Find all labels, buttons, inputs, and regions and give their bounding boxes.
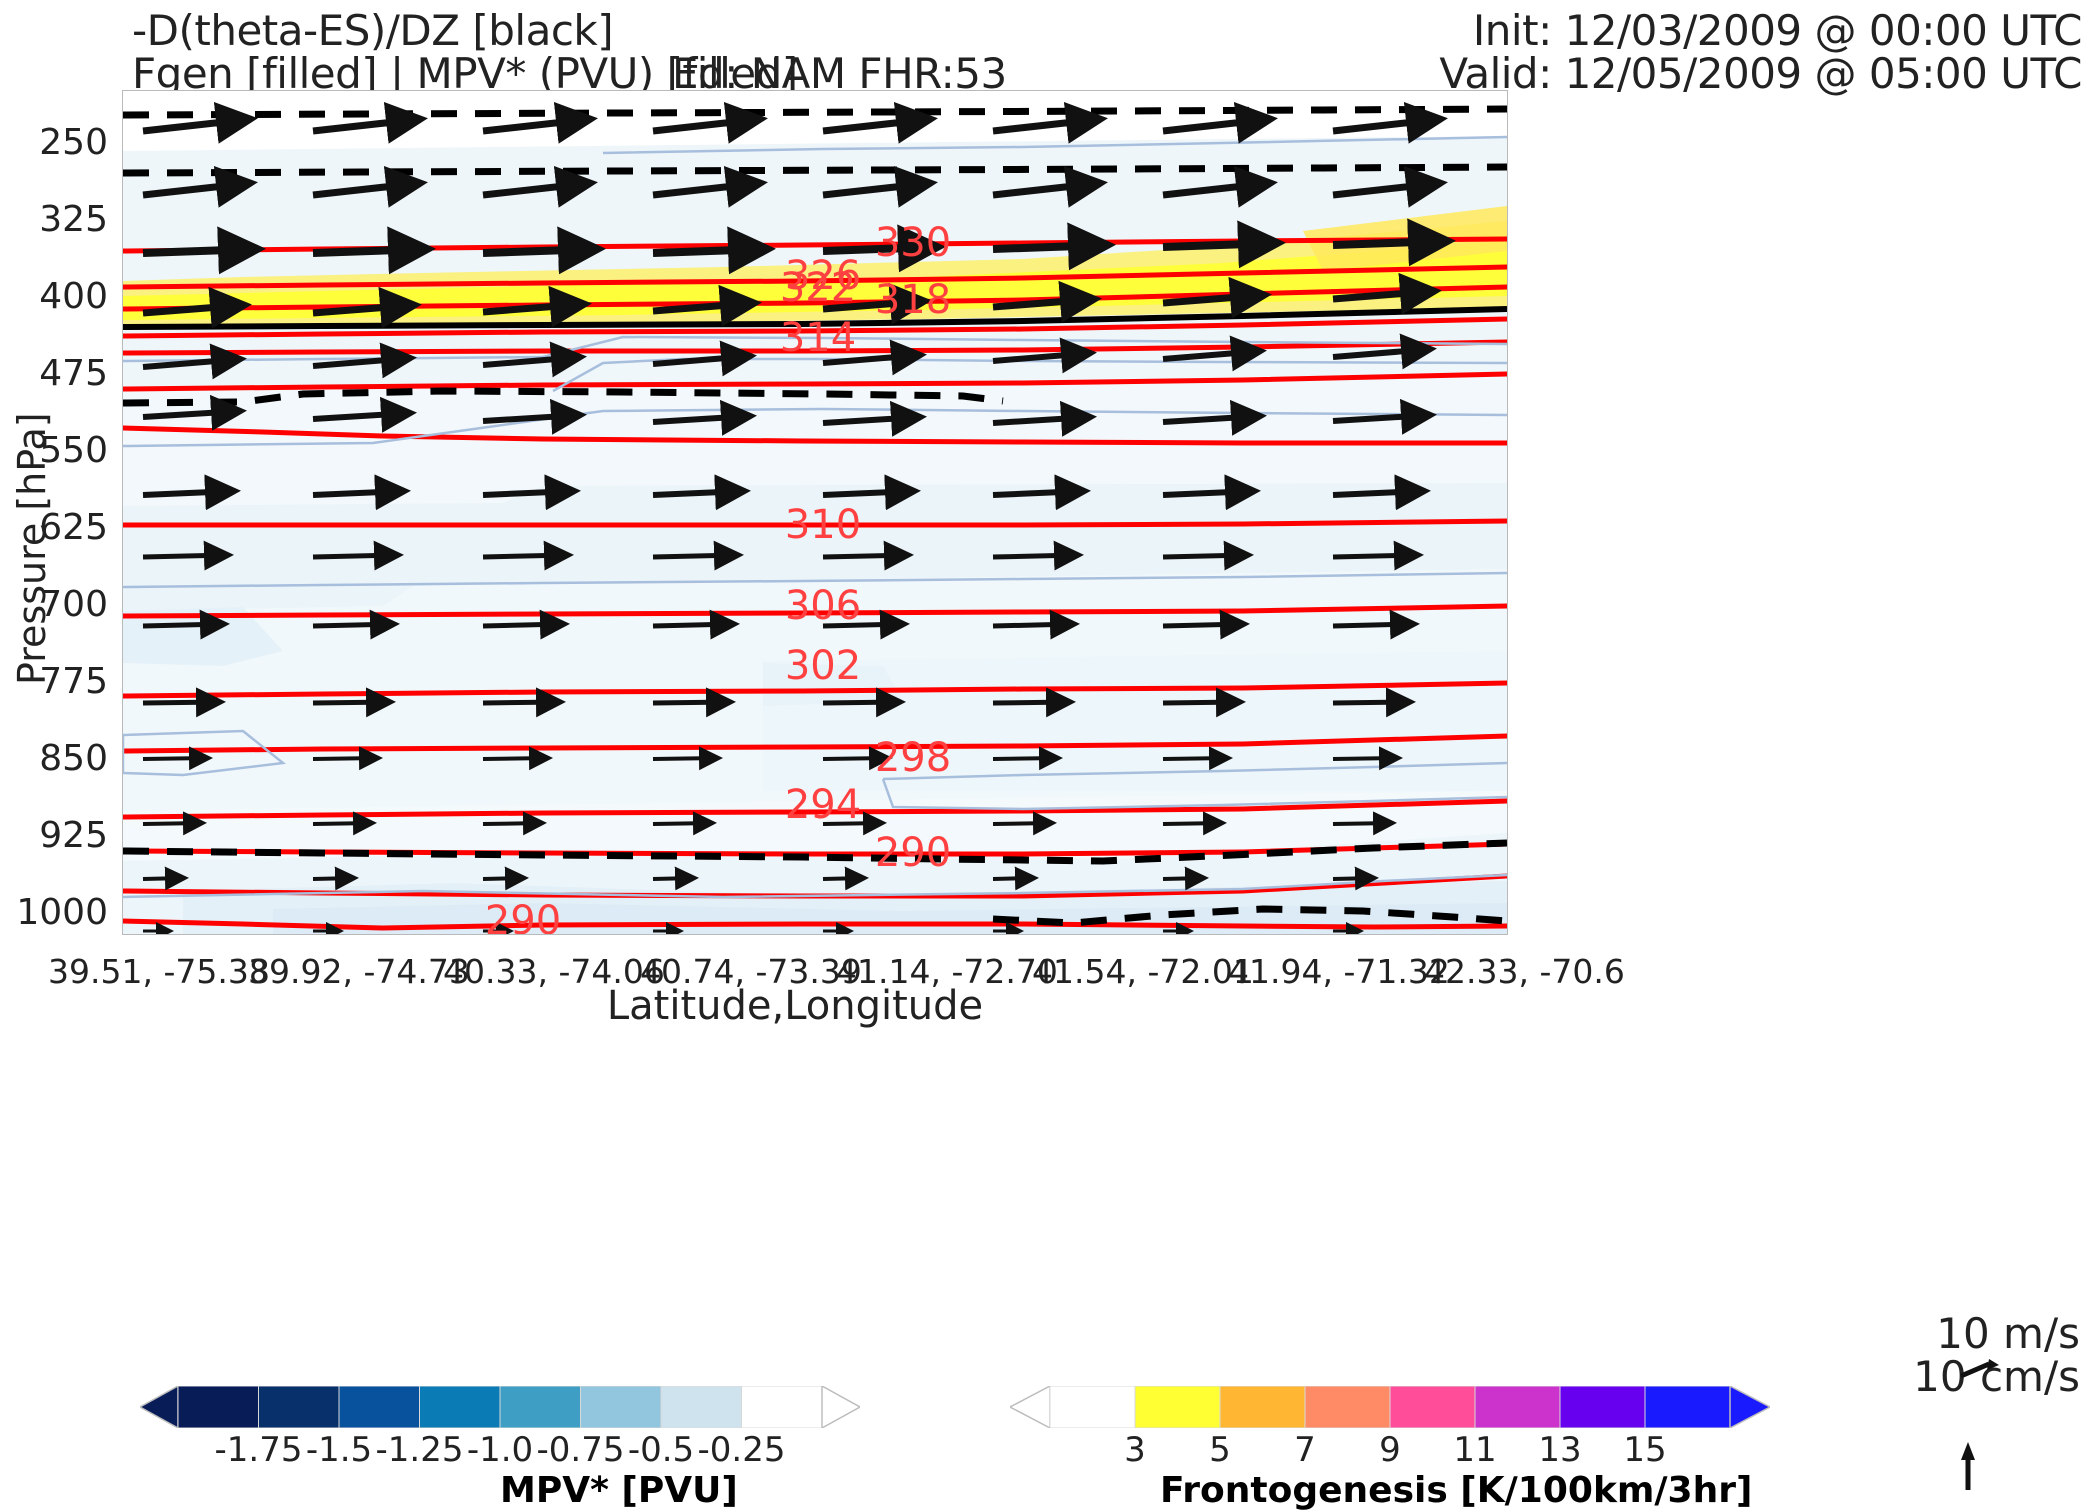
contour-label-330: 330 (875, 220, 951, 266)
xtick-5: 41.54, -72.01 (1032, 952, 1254, 991)
ytick-250: 250 (39, 122, 108, 163)
ytick-1000: 1000 (16, 892, 108, 933)
mpv-colorbar-tick-5: -0.5 (627, 1430, 695, 1470)
xtick-0: 39.51, -75.38 (48, 952, 270, 991)
mpv-colorbar-title: MPV* [PVU] (500, 1470, 738, 1511)
fgen-colorbar-tick-5: 13 (1538, 1430, 1582, 1470)
fgen-colorbar-swatch-6 (1559, 1386, 1646, 1428)
mpv-colorbar-tick-1: -1.5 (305, 1430, 373, 1470)
ytick-700: 700 (39, 584, 108, 625)
xtick-3: 40.74, -73.39 (640, 952, 862, 991)
mpv-colorbar-swatch-3 (419, 1386, 501, 1428)
ytick-400: 400 (39, 276, 108, 317)
mpv-colorbar-tick-4: -0.75 (536, 1430, 625, 1470)
x-axis-label: Latitude,Longitude (606, 983, 984, 1029)
fgen-colorbar-tick-6: 15 (1623, 1430, 1667, 1470)
title-line2-left: Fgen [filled] | MPV* (PVU) [filled] (132, 49, 798, 98)
xtick-1: 39.92, -74.73 (248, 952, 470, 991)
contour-label-306: 306 (785, 583, 861, 629)
fgen-colorbar-tick-3: 9 (1379, 1430, 1401, 1470)
title-line1-left: -D(theta-ES)/DZ [black] (132, 6, 614, 55)
title-init-time: Init: 12/03/2009 @ 00:00 UTC (1472, 6, 2083, 55)
mpv-colorbar-swatch-2 (338, 1386, 420, 1428)
contour-label-322: 322 (780, 265, 856, 311)
fgen-colorbar-tick-4: 11 (1453, 1430, 1497, 1470)
contour-label-314: 314 (780, 315, 856, 361)
ytick-475: 475 (39, 353, 108, 394)
contour-label-298: 298 (875, 735, 951, 781)
fgen-colorbar-swatch-5 (1474, 1386, 1561, 1428)
mpv-colorbar-swatch-4 (499, 1386, 581, 1428)
wind-key-vertical: 10 cm/s (1913, 1352, 2080, 1401)
fgen-colorbar-swatch-4 (1389, 1386, 1476, 1428)
fgen-colorbar-swatch-2 (1219, 1386, 1306, 1428)
contour-label-318: 318 (875, 277, 951, 323)
xtick-6: 41.94, -71.32 (1228, 952, 1450, 991)
mpv-colorbar-tick-0: -1.75 (214, 1430, 303, 1470)
contour-label-290a: 290 (875, 830, 951, 876)
xtick-7: 42.33, -70.6 (1424, 952, 1625, 991)
mpv-colorbar-tick-6: -0.25 (697, 1430, 786, 1470)
fgen-colorbar-swatches[interactable] (1010, 1386, 1770, 1428)
fgen-colorbar-tick-2: 7 (1294, 1430, 1316, 1470)
xtick-4: 41.14, -72.70 (836, 952, 1058, 991)
mpv-colorbar-swatch-1 (258, 1386, 340, 1428)
fgen-colorbar-title: Frontogenesis [K/100km/3hr] (1160, 1470, 1753, 1511)
contour-label-294: 294 (785, 782, 861, 828)
title-model-info: Ed: NAM FHR:53 (672, 49, 1007, 98)
ytick-775: 775 (39, 661, 108, 702)
mpv-colorbar-swatch-7 (741, 1386, 823, 1428)
ytick-625: 625 (39, 507, 108, 548)
fgen-colorbar-swatch-0 (1049, 1386, 1136, 1428)
ytick-850: 850 (39, 738, 108, 779)
title-valid-time: Valid: 12/05/2009 @ 05:00 UTC (1439, 49, 2082, 98)
ytick-550: 550 (39, 430, 108, 471)
mpv-colorbar-swatch-6 (660, 1386, 742, 1428)
fgen-colorbar-tick-0: 3 (1124, 1430, 1146, 1470)
contour-label-310: 310 (785, 502, 861, 548)
ytick-325: 325 (39, 199, 108, 240)
fgen-colorbar-swatch-7 (1644, 1386, 1731, 1428)
fgen-colorbar-swatch-3 (1304, 1386, 1391, 1428)
contour-label-290b: 290 (485, 898, 561, 934)
ytick-925: 925 (39, 815, 108, 856)
cross-section-plot[interactable]: 330 326 322 318 314 310 306 302 298 294 … (122, 90, 1508, 935)
fgen-colorbar-swatch-1 (1134, 1386, 1221, 1428)
fgen-colorbar-tick-1: 5 (1209, 1430, 1231, 1470)
xtick-2: 40.33, -74.06 (443, 952, 665, 991)
mpv-colorbar-tick-3: -1.0 (466, 1430, 534, 1470)
contour-label-302: 302 (785, 643, 861, 689)
mpv-colorbar-swatch-0 (177, 1386, 259, 1428)
y-axis-label: Pressure [hPa] (10, 412, 54, 685)
contour-label-326: 326 (785, 253, 861, 299)
wind-key-horizontal: 10 m/s (1936, 1309, 2080, 1358)
mpv-colorbar-tick-2: -1.25 (375, 1430, 464, 1470)
mpv-colorbar-swatch-5 (580, 1386, 662, 1428)
wind-key-vertical-arrow-icon (1961, 1442, 1975, 1490)
plot-canvas: 330 326 322 318 314 310 306 302 298 294 … (123, 91, 1507, 934)
wind-key-arrow-icon (1960, 1359, 1999, 1379)
mpv-colorbar-swatches[interactable] (140, 1386, 860, 1428)
